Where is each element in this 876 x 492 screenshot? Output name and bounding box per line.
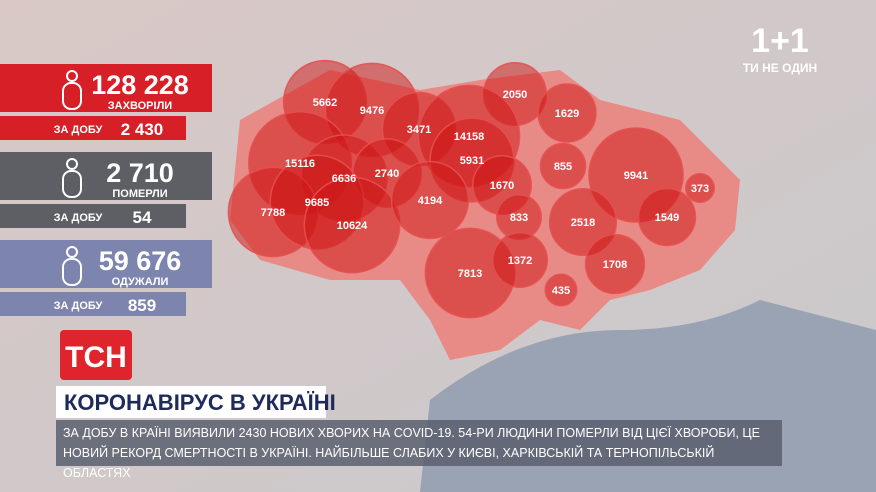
bubble [584,233,646,295]
bubble-label: 9685 [305,197,329,209]
bubble-label: 1670 [490,180,514,192]
bubble-label: 373 [691,183,709,195]
daily-label: ЗА ДОБУ [54,300,103,312]
daily-value: 2 430 [121,120,164,139]
ticker: ЗА ДОБУ В КРАЇНІ ВИЯВИЛИ 2430 НОВИХ ХВОР… [56,420,782,480]
person-icon [66,70,78,82]
panel-bg [0,240,212,288]
bubble-label: 2740 [375,168,399,180]
bubble-label: 7813 [458,268,482,280]
bubble-label: 9941 [624,170,648,182]
person-icon [66,158,78,170]
stat-total: 2 710 [106,158,174,188]
stat-total: 59 676 [99,246,182,276]
bubble [492,232,548,288]
bubble-label: 4194 [418,195,443,207]
bubble-label: 15116 [285,158,315,170]
bubble-label: 3471 [407,124,431,136]
panel-bg [0,204,186,228]
tsn-text: ТСН [65,341,127,374]
person-icon [62,258,82,286]
panel-bg [0,116,186,140]
bubble [539,142,587,190]
tsn-logo [60,330,132,380]
bubble-label: 855 [554,161,572,173]
daily-label: ЗА ДОБУ [54,212,103,224]
panel-infected [0,64,212,140]
bubbles: 5662 9476 3471 2050 1629 14158 15116 6636 2740 59… [227,59,715,319]
person-icon [62,82,82,110]
bubble-label: 1372 [508,255,532,267]
bubble-label: 833 [510,212,528,224]
logo-brand: 1+1 [751,22,809,60]
bubble [637,187,697,247]
bubble [537,83,597,143]
bubble-label: 14158 [454,131,485,143]
daily-value: 54 [133,208,152,227]
daily-label: ЗА ДОБУ [54,124,103,136]
person-icon [66,246,78,258]
bubble-label: 10624 [337,220,368,232]
stat-label: ПОМЕРЛИ [112,188,167,200]
stat-total: 128 228 [91,70,189,100]
panel-bg [0,292,186,316]
bubble-label: 6636 [332,173,356,185]
bubble [685,173,715,203]
bubble-label: 1708 [603,259,627,271]
bubble-label: 2050 [503,89,527,101]
bubble-label: 7788 [261,207,285,219]
bubble-label: 5931 [460,155,484,167]
bubble [303,176,401,274]
bubble-label: 1629 [555,108,579,120]
bubble [390,160,470,240]
panel-bg [0,64,212,112]
logo-slogan: ТИ НЕ ОДИН [743,61,817,75]
bubble [544,273,578,307]
person-icon [62,170,82,198]
stat-label: ЗАХВОРІЛИ [108,100,173,112]
panel-bg [0,152,212,200]
bubble-label: 1549 [655,212,679,224]
stat-label: ОДУЖАЛИ [112,276,169,288]
bubble-label: 2518 [571,217,595,229]
bubble-label: 9476 [360,105,384,117]
daily-value: 859 [128,296,156,315]
headline: КОРОНАВІРУС В УКРАЇНІ [64,390,336,415]
headline-bar [56,386,326,418]
panel-recovered [0,240,212,316]
panel-dead [0,152,212,228]
bubble-label: 5662 [313,97,337,109]
bubble-label: 435 [552,285,570,297]
